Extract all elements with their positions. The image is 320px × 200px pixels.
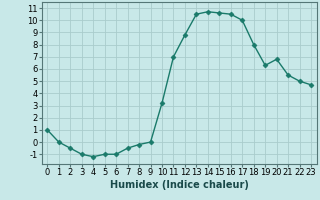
X-axis label: Humidex (Indice chaleur): Humidex (Indice chaleur) — [110, 180, 249, 190]
